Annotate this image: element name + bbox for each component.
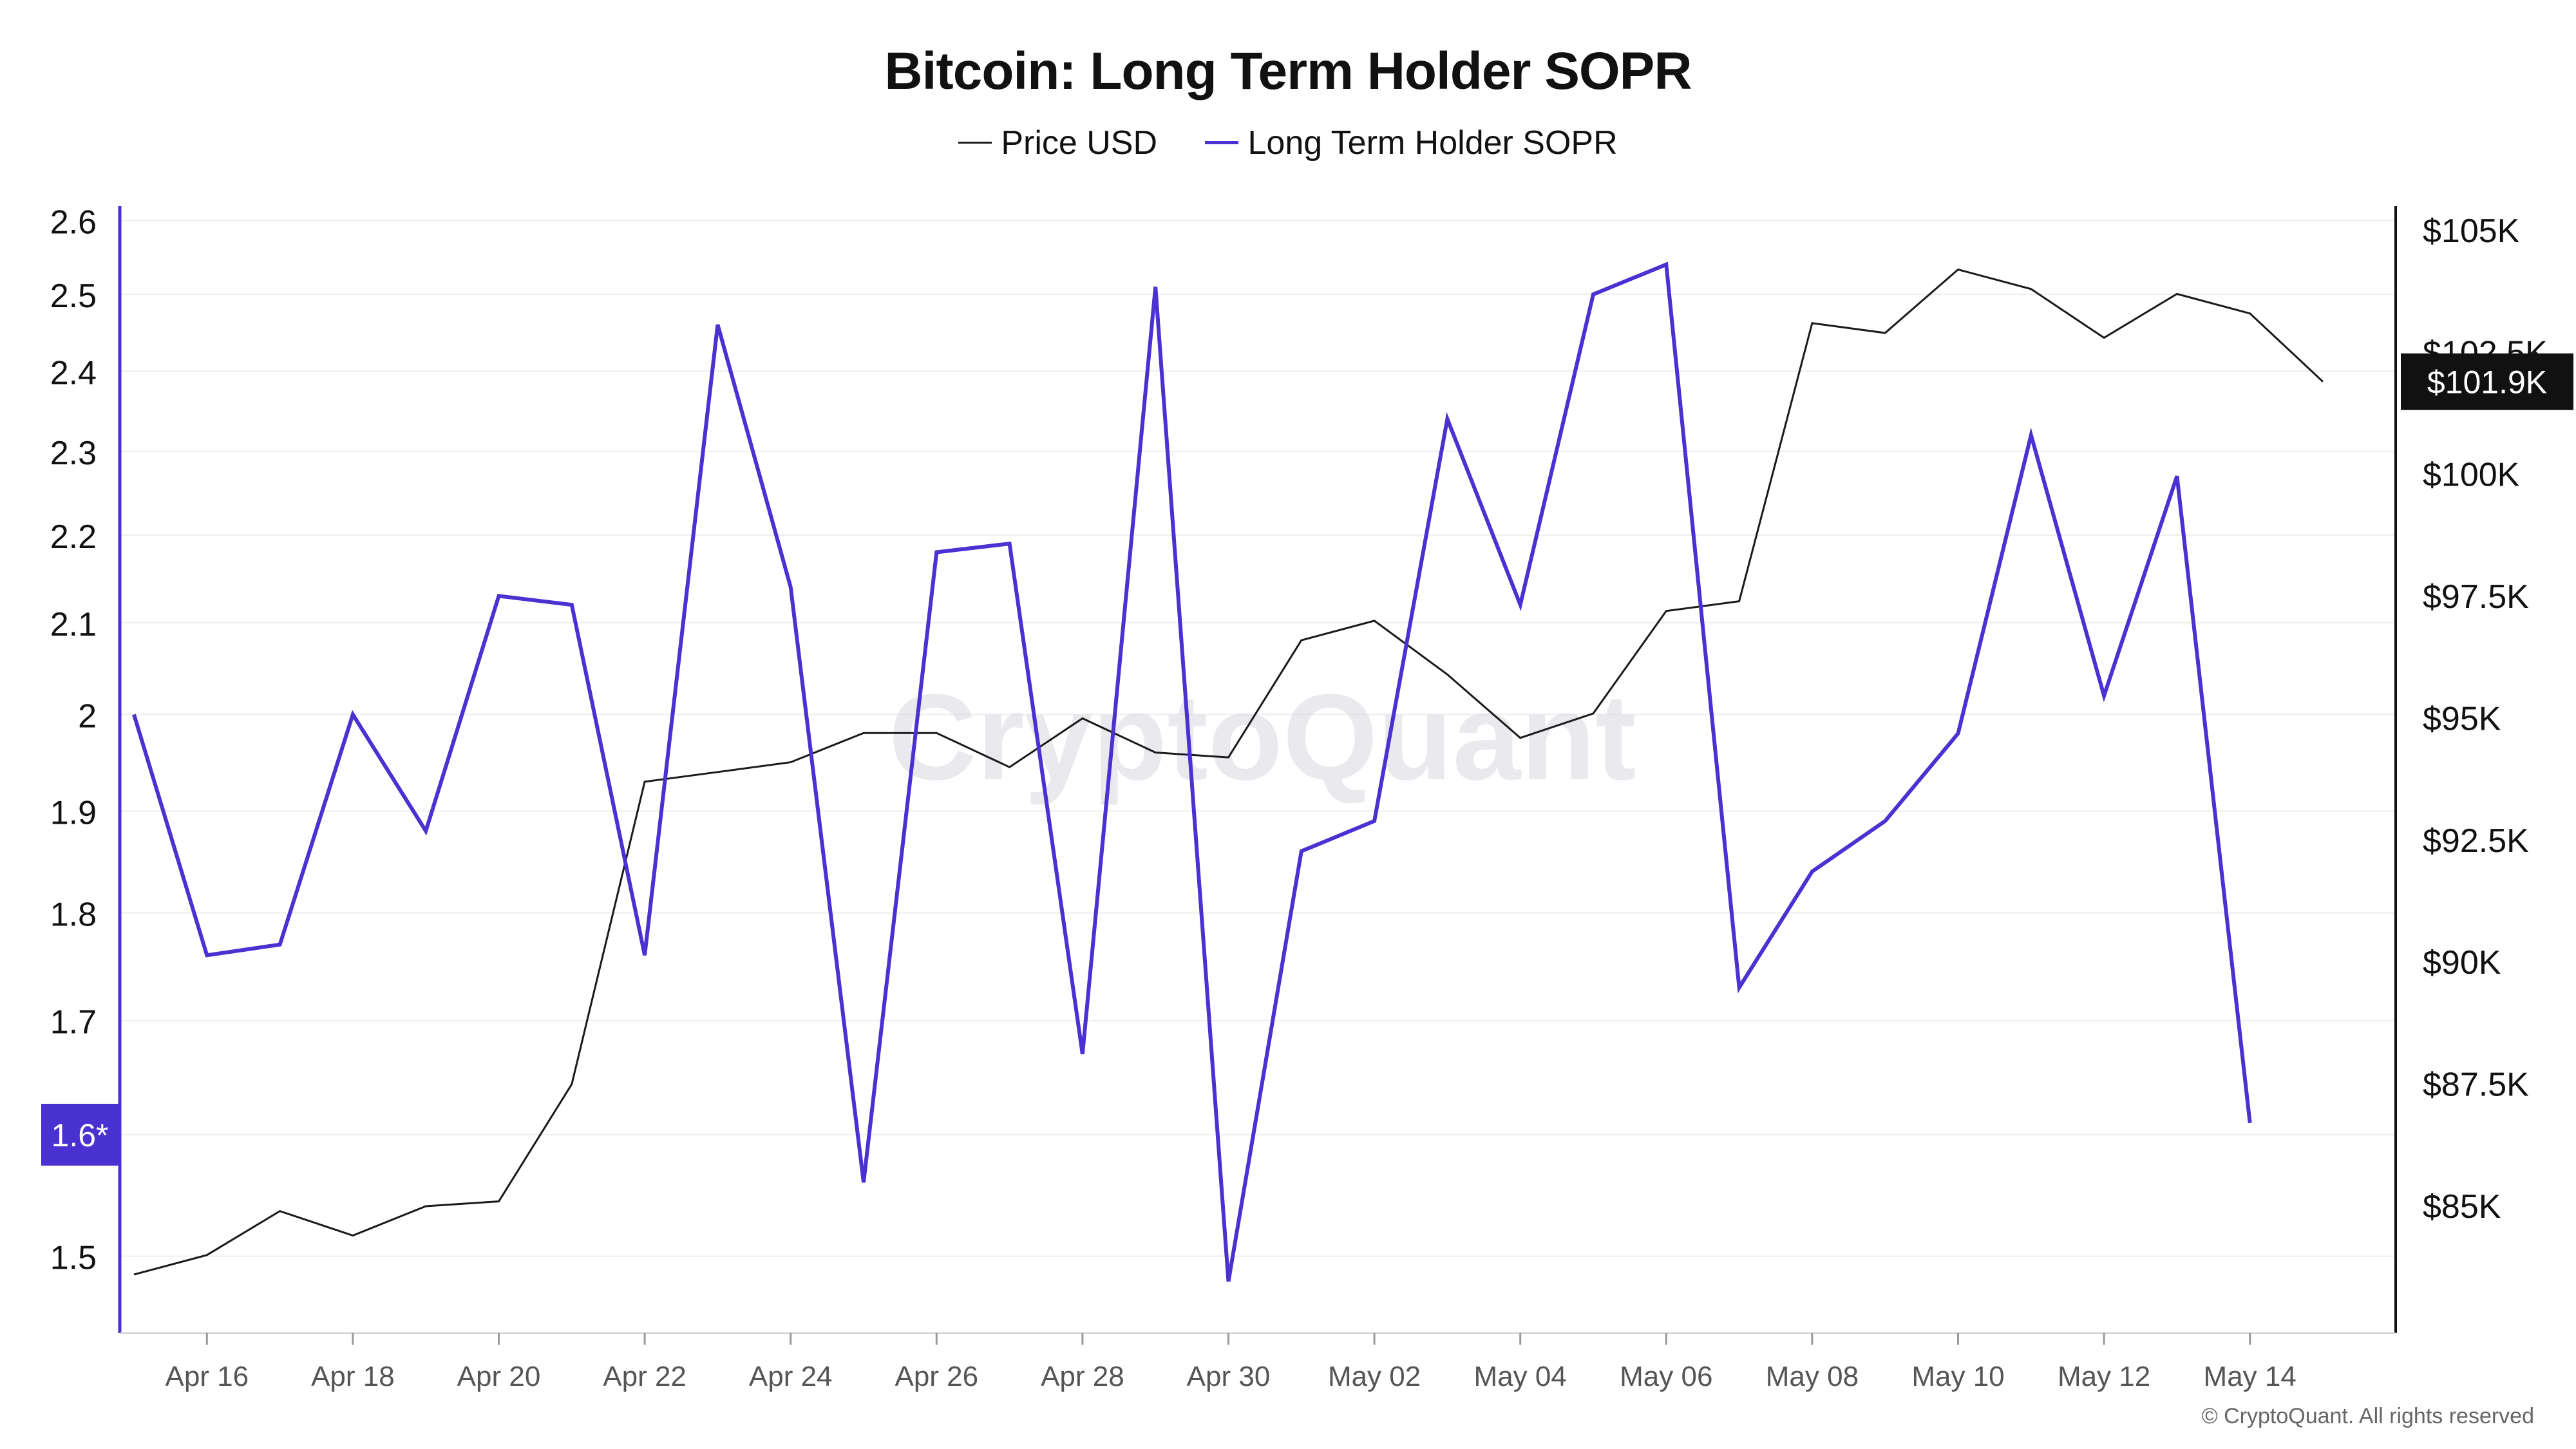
y-right-tick-label: $100K <box>2423 457 2520 494</box>
y-left-tick-label: 1.7 <box>50 1004 97 1041</box>
y-right-current-badge <box>2401 353 2573 410</box>
x-tick-label: Apr 22 <box>603 1361 687 1392</box>
x-tick-label: May 04 <box>1474 1361 1567 1392</box>
series-line-sopr[interactable] <box>132 261 2252 1282</box>
y-left-tick-label: 1.8 <box>50 896 97 934</box>
badge-layer: 1.6* $101.9K <box>41 353 2573 1166</box>
x-tick-label: Apr 28 <box>1041 1361 1124 1392</box>
y-right-tick-label: $97.5K <box>2423 578 2529 616</box>
x-tick-label: Apr 16 <box>165 1361 249 1392</box>
y-right-tick-label: $95K <box>2423 700 2501 737</box>
footer-copyright: © CryptoQuant. All rights reserved <box>2202 1404 2534 1428</box>
legend: Price USD Long Term Holder SOPR <box>0 124 2576 162</box>
y-left-tick-label: 2.4 <box>50 354 97 392</box>
tick-layer: 1.5 1.7 1.8 1.9 2 2.1 2.2 2.3 2.4 2.5 2.6 $85K $87.5… <box>50 204 2548 1392</box>
y-right-current-label: $101.9K <box>2427 365 2547 401</box>
chart-title: Bitcoin: Long Term Holder SOPR <box>884 42 1692 100</box>
x-tick-label: Apr 26 <box>895 1361 978 1392</box>
x-tick-label: May 10 <box>1911 1361 2004 1392</box>
y-left-tick-label: 2.3 <box>50 435 97 472</box>
x-tick-label: May 06 <box>1620 1361 1712 1392</box>
series-layer <box>132 261 2324 1282</box>
x-tick-label: May 12 <box>2058 1361 2150 1392</box>
y-left-tick-label: 2.2 <box>50 518 97 556</box>
grid-layer <box>120 220 2396 1257</box>
y-right-tick-label: $85K <box>2423 1188 2501 1226</box>
legend-swatch-price <box>958 141 992 144</box>
x-tick-label: May 02 <box>1328 1361 1421 1392</box>
watermark: CryptoQuant <box>888 669 1636 806</box>
x-tick-label: Apr 30 <box>1187 1361 1271 1392</box>
x-tick-label: May 08 <box>1766 1361 1859 1392</box>
y-left-marker-label: 1.6* <box>52 1117 109 1153</box>
x-tick-label: Apr 18 <box>311 1361 395 1392</box>
legend-item-price[interactable]: Price USD <box>958 124 1157 162</box>
x-tick-label: May 14 <box>2204 1361 2297 1392</box>
y-left-tick-label: 1.5 <box>50 1240 97 1277</box>
legend-label-price: Price USD <box>1001 124 1158 162</box>
y-right-tick-label: $92.5K <box>2423 822 2529 860</box>
legend-label-sopr: Long Term Holder SOPR <box>1247 124 1618 162</box>
y-right-tick-label: $87.5K <box>2423 1066 2529 1104</box>
y-left-tick-label: 2 <box>78 698 97 735</box>
y-left-tick-label: 1.9 <box>50 794 97 831</box>
x-tick-label: Apr 24 <box>749 1361 833 1392</box>
y-right-tick-label: $105K <box>2423 213 2520 250</box>
x-tick-label: Apr 20 <box>457 1361 541 1392</box>
series-line-price[interactable] <box>133 268 2324 1276</box>
y-left-tick-label: 2.5 <box>50 278 97 315</box>
axes-layer <box>118 206 2397 1345</box>
legend-item-sopr[interactable]: Long Term Holder SOPR <box>1205 124 1618 162</box>
y-left-marker-badge <box>41 1103 118 1166</box>
y-right-tick-label: $90K <box>2423 944 2501 981</box>
y-left-tick-label: 2.1 <box>50 606 97 643</box>
legend-swatch-sopr <box>1205 140 1239 144</box>
y-left-tick-label: 2.6 <box>50 204 97 241</box>
